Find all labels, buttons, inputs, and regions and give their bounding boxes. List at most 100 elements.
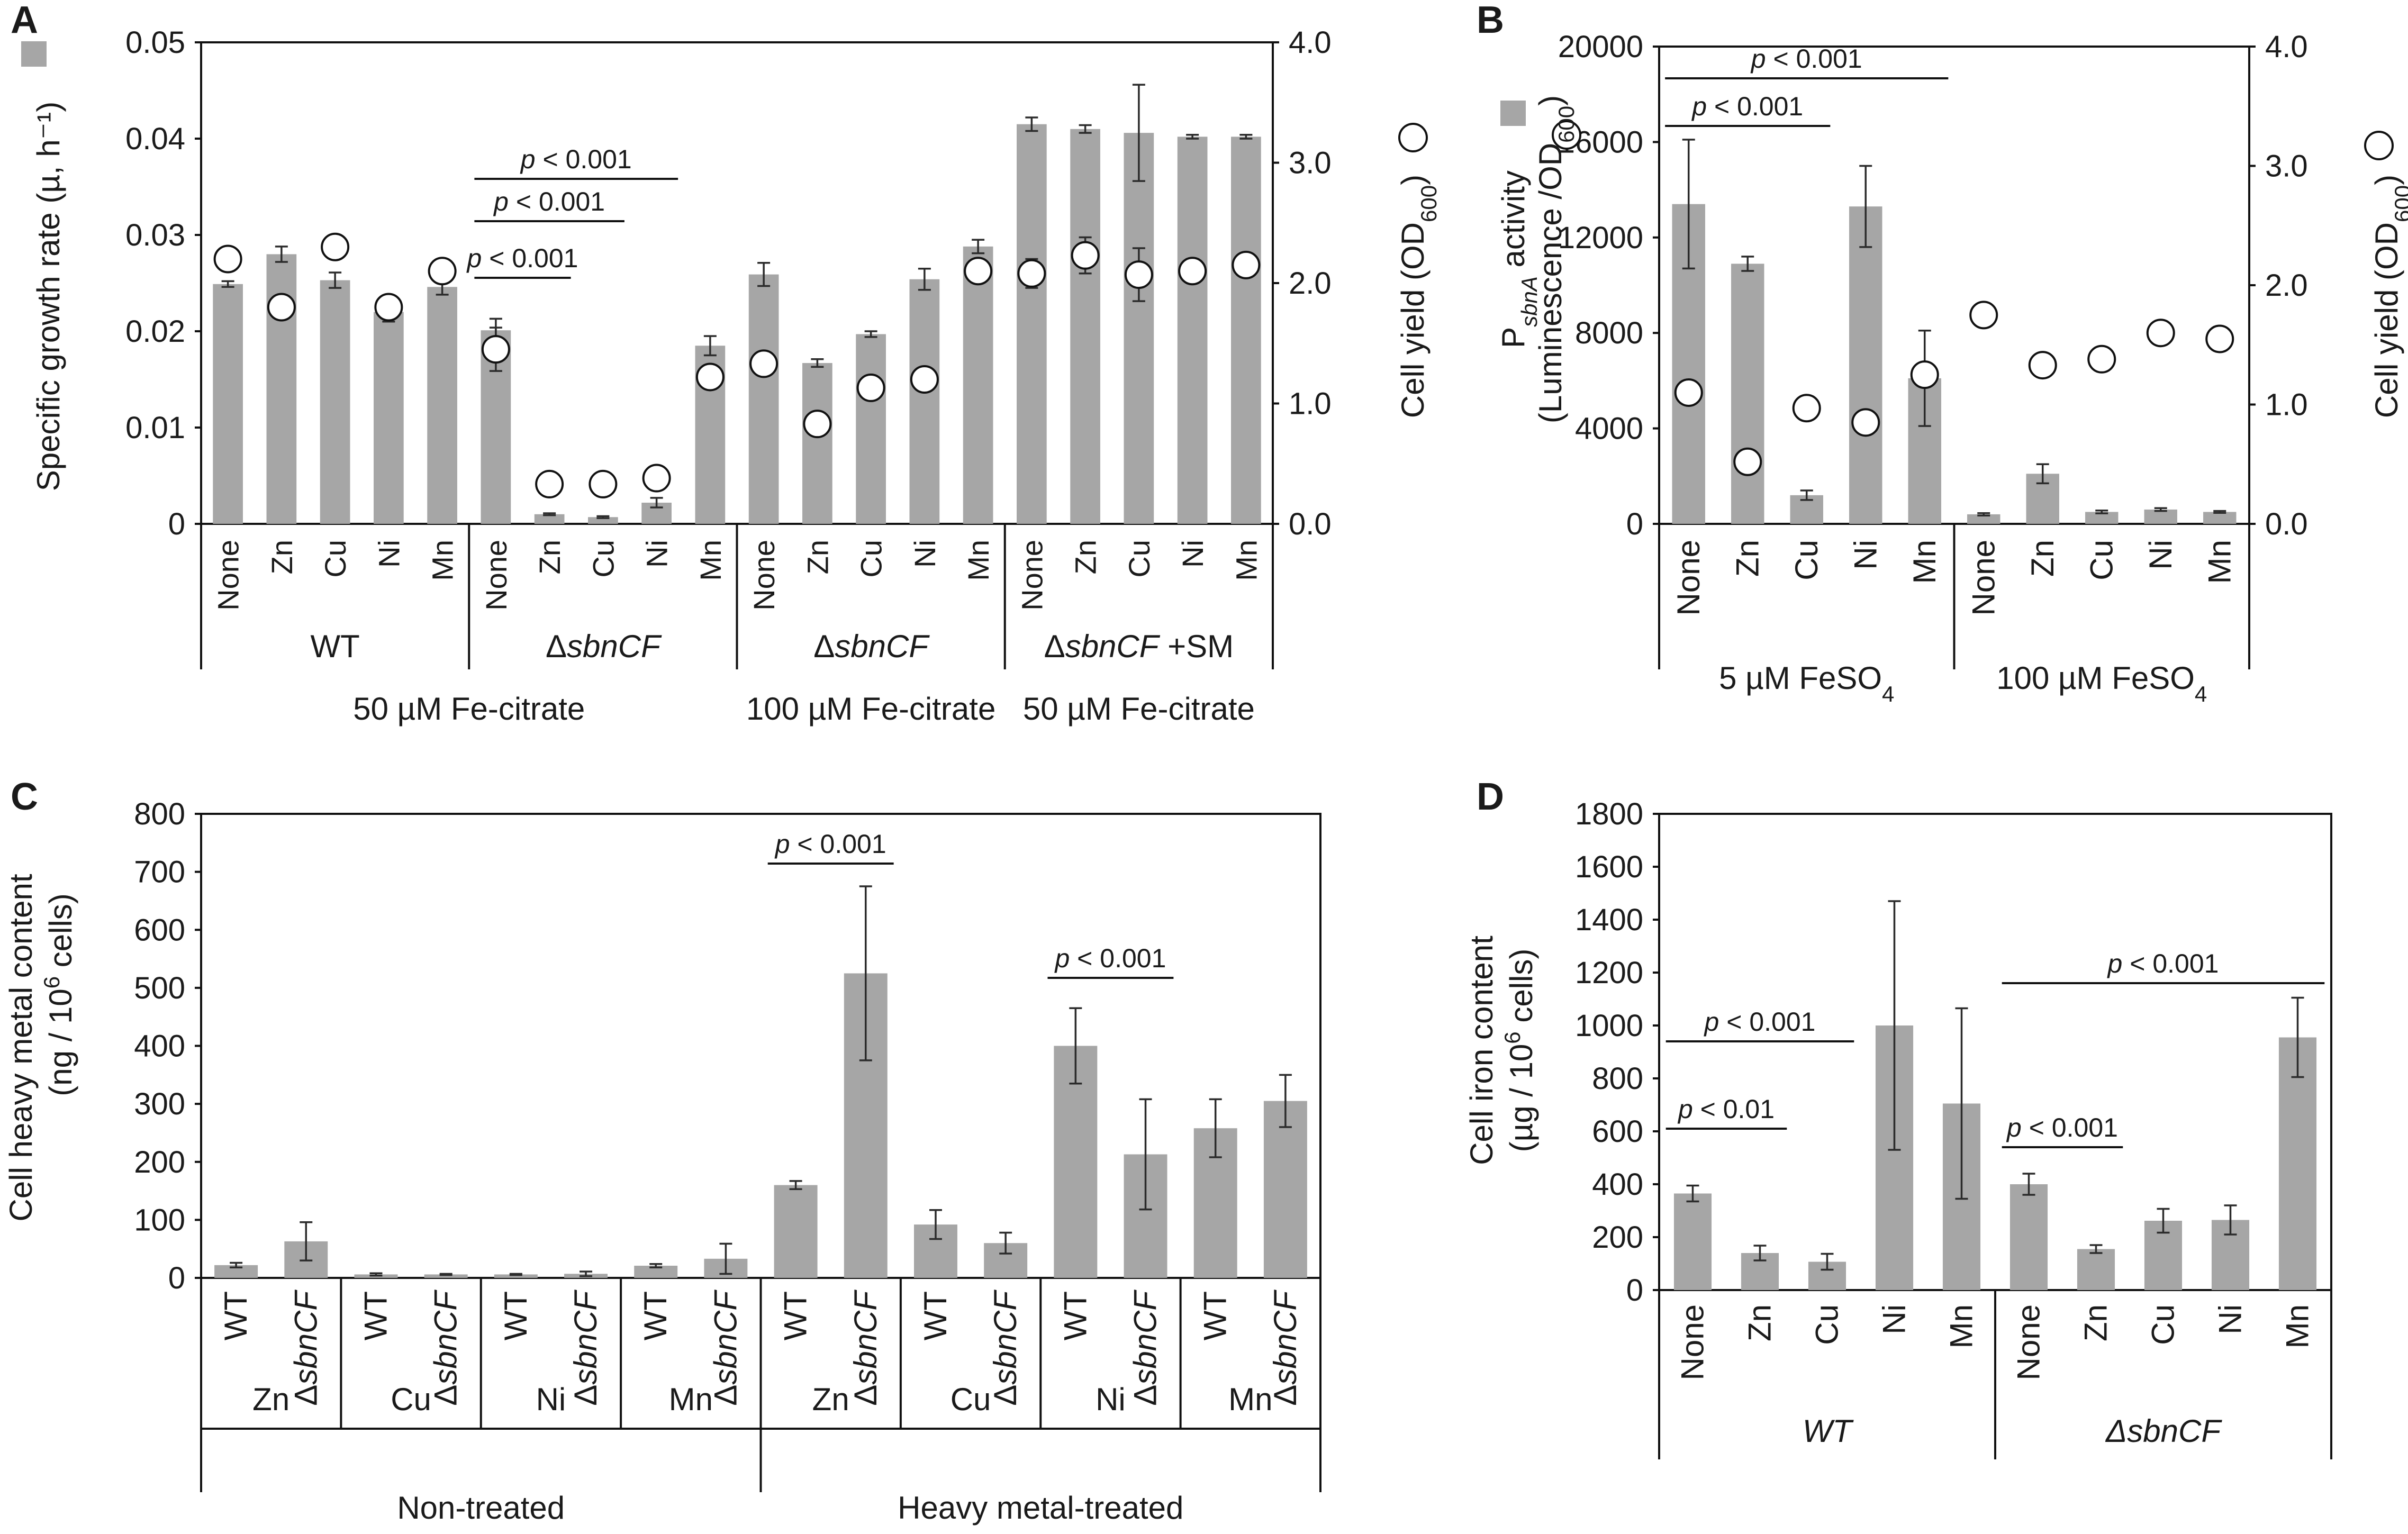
metal-label: Ni	[536, 1382, 566, 1417]
yield-point	[1232, 250, 1261, 279]
y-tick-label: 0.05	[125, 25, 185, 60]
y-axis-label: Specific growth rate (µ, h⁻¹)	[31, 102, 66, 491]
y-tick-label: 200	[134, 1145, 185, 1179]
category-label: ΔsbnCF	[1128, 1290, 1163, 1406]
yield-legend-marker	[1552, 120, 1581, 150]
y-axis-label: Cell iron content	[1464, 936, 1499, 1165]
bar	[2278, 1037, 2317, 1290]
strain-label: WT	[1803, 1413, 1854, 1449]
bar	[856, 334, 886, 524]
y-tick-label: 0	[1626, 507, 1643, 541]
category-label: Mn	[962, 540, 995, 581]
y-tick-label: 700	[134, 855, 185, 889]
yield-legend-marker	[1398, 123, 1428, 152]
p-value-label: p < 0.001	[493, 187, 605, 216]
y-tick-label: 0	[168, 1261, 185, 1295]
panel-D: 0 200 400 600 800 1000 1200 1400 1600 1800 Cell ir…	[1464, 797, 2332, 1459]
y-tick-label: 8000	[1575, 316, 1643, 350]
category-label: Mn	[1944, 1304, 1979, 1348]
strain-label: WT	[310, 629, 359, 664]
category-label: Zn	[1742, 1304, 1778, 1341]
yield-point	[589, 469, 618, 498]
category-label: Cu	[855, 540, 888, 578]
yield-point	[695, 362, 725, 392]
bar	[1731, 264, 1764, 524]
yield-point	[1071, 241, 1100, 270]
category-label: None	[1015, 540, 1048, 611]
bar	[1673, 1193, 1712, 1290]
yield-point	[1178, 257, 1207, 286]
y-tick-label: 500	[134, 971, 185, 1005]
y-axis-label-line2: (µg / 106 cells)	[1500, 949, 1540, 1152]
category-label: WT	[358, 1291, 393, 1340]
bar	[1124, 133, 1154, 524]
strain-label: ΔsbnCF	[813, 629, 930, 664]
bar	[2144, 509, 2177, 524]
yield-point	[481, 335, 510, 364]
bar	[802, 363, 832, 524]
category-label: WT	[218, 1291, 254, 1340]
y2-tick-label: 1.0	[2265, 388, 2308, 422]
y2-tick-label: 3.0	[1289, 146, 1332, 180]
bar	[320, 280, 350, 524]
bar	[1231, 137, 1261, 524]
category-label: Zn	[801, 540, 834, 574]
bar	[2203, 512, 2237, 524]
metal-label: Cu	[950, 1382, 991, 1417]
y-tick-label: 1200	[1575, 956, 1643, 990]
bar	[424, 1274, 468, 1278]
y-tick-label: 800	[134, 797, 185, 831]
yield-point	[213, 244, 242, 274]
metal-label: Mn	[1228, 1382, 1272, 1417]
category-label: Zn	[1730, 540, 1765, 577]
bar-legend-swatch	[1500, 101, 1526, 126]
p-value-label: p < 0.001	[1704, 1007, 1816, 1037]
category-label: Ni	[2213, 1304, 2248, 1335]
condition-label: 50 µM Fe-citrate	[353, 691, 585, 727]
bar	[748, 274, 779, 524]
p-value-label: p < 0.001	[2107, 949, 2219, 978]
condition-label: 100 µM Fe-citrate	[746, 691, 995, 727]
y-tick-label: 1600	[1575, 850, 1643, 884]
category-label: Ni	[1877, 1304, 1912, 1335]
y2-axis-label: Cell yield (OD600)	[2369, 175, 2408, 418]
yield-point	[1969, 301, 1998, 330]
category-label: ΔsbnCF	[568, 1290, 603, 1406]
category-label: Mn	[426, 540, 459, 581]
category-label: Mn	[2280, 1304, 2315, 1348]
yield-point	[1017, 259, 1046, 288]
condition-label: 5 µM FeSO4	[1719, 660, 1894, 706]
bar	[774, 1185, 818, 1278]
bar	[213, 284, 243, 524]
yield-point	[2028, 351, 2057, 380]
category-label: Cu	[586, 540, 620, 578]
strain-label: ΔsbnCF	[546, 629, 662, 664]
category-label: Zn	[265, 540, 298, 574]
yield-point	[910, 365, 939, 394]
category-label: Mn	[1907, 540, 1942, 584]
yield-point	[2205, 324, 2234, 353]
category-label: ΔsbnCF	[428, 1290, 464, 1406]
category-label: Ni	[1176, 540, 1209, 568]
bar	[2077, 1249, 2115, 1290]
yield-point	[1910, 360, 1939, 389]
panel-A: 0 0.01 0.02 0.03 0.04 0.05 0.0 1.0 2.0 3.0 4.0 A Spe…	[11, 0, 1441, 727]
p-value-label: p < 0.001	[1691, 92, 1803, 121]
bar	[2085, 512, 2119, 524]
y-tick-label: 0.02	[125, 314, 185, 349]
category-label: Zn	[2078, 1304, 2114, 1341]
y-tick-label: 1400	[1575, 903, 1643, 937]
p-value-label: p < 0.01	[1677, 1094, 1775, 1124]
category-label: ΔsbnCF	[288, 1290, 323, 1406]
category-label: Cu	[2084, 540, 2119, 580]
panel-letter: B	[1477, 0, 1504, 41]
bar	[1177, 137, 1208, 524]
category-label: Zn	[533, 540, 566, 574]
yield-point	[1851, 408, 1880, 437]
y-axis-label: Cell heavy metal content	[3, 874, 39, 1221]
category-label: WT	[1198, 1291, 1233, 1340]
category-label: ΔsbnCF	[988, 1290, 1023, 1406]
category-label: Mn	[1229, 540, 1263, 581]
category-label: None	[1675, 1304, 1710, 1380]
p-value-label: p < 0.001	[1750, 44, 1862, 74]
